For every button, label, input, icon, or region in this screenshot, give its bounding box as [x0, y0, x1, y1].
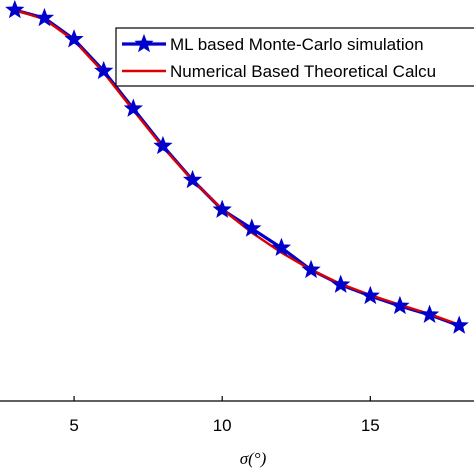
legend: ML based Monte-Carlo simulation Numerical… [115, 27, 474, 87]
x-tick-label: 15 [361, 416, 380, 435]
data-point-star [94, 60, 114, 80]
data-point-star [390, 295, 410, 315]
legend-entry-1: Numerical Based Theoretical Calcu [170, 62, 436, 81]
legend-entry-0: ML based Monte-Carlo simulation [170, 35, 424, 54]
data-point-star [331, 274, 351, 293]
data-point-star [419, 304, 440, 323]
data-point-star [360, 285, 380, 305]
x-tick-label: 10 [213, 416, 232, 435]
data-point-star [123, 98, 143, 117]
data-point-star [301, 259, 321, 279]
data-point-star [212, 199, 232, 218]
axes-layer: 5 10 15 σ(°) [0, 396, 474, 468]
data-point-star [5, 0, 25, 19]
data-point-star [153, 135, 173, 155]
x-axis-label: σ(°) [240, 449, 267, 468]
data-point-star [64, 29, 84, 48]
data-point-star [271, 237, 292, 257]
legend-swatch-star [134, 33, 154, 53]
data-point-star [34, 7, 55, 27]
series-layer [5, 0, 469, 334]
data-point-star [449, 315, 469, 334]
data-point-star [182, 169, 203, 189]
x-tick-label: 5 [69, 416, 78, 435]
series-line-1 [14, 8, 460, 326]
legend-box [115, 27, 474, 87]
data-point-star [242, 218, 262, 237]
